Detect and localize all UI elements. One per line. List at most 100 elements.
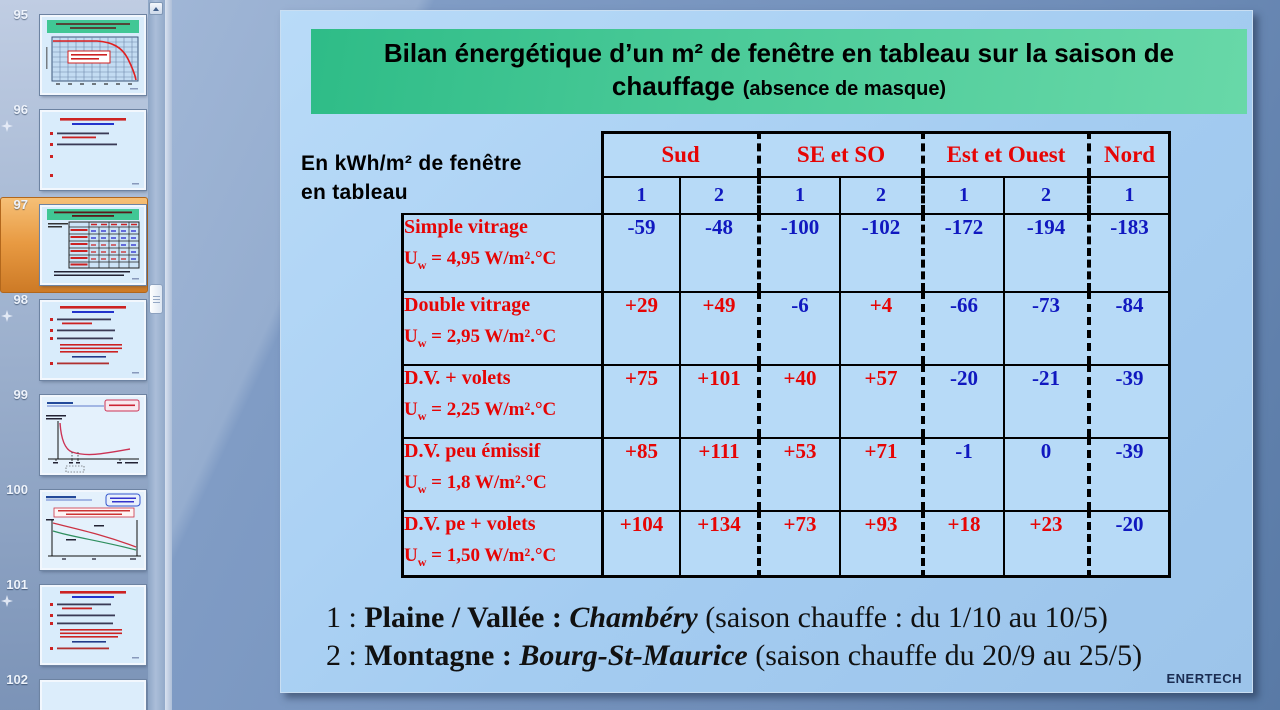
value-cell[interactable]: +85 <box>601 437 679 510</box>
thumbnail-art <box>47 209 140 280</box>
thumbnail-image[interactable] <box>40 395 146 475</box>
col-group-header[interactable]: Sud <box>601 131 757 176</box>
table-row: D.V. peu émissif Uw = 1,8 W/m².°C +85 +111 +… <box>401 437 1172 510</box>
value-cell[interactable]: +93 <box>839 510 921 578</box>
slide-number: 97 <box>13 197 28 212</box>
subcol-header[interactable]: 2 <box>679 176 757 213</box>
value-cell[interactable]: -66 <box>921 291 1003 364</box>
value-cell[interactable]: -20 <box>921 364 1003 437</box>
slide-title-suffix: (absence de masque) <box>742 78 947 100</box>
slide-title-line1: Bilan énergétique d’un m² de fenêtre en … <box>383 38 1175 68</box>
grip-icon <box>153 296 160 304</box>
energy-table[interactable]: Sud SE et SO Est et Ouest Nord 1 2 1 2 1 2 1 Simpl… <box>401 131 1172 578</box>
slide-number: 101 <box>6 577 28 592</box>
value-cell[interactable]: +134 <box>679 510 757 578</box>
thumbnail-art <box>50 306 139 374</box>
thumbnail-art <box>42 397 144 473</box>
value-cell[interactable]: -183 <box>1087 213 1172 291</box>
unit-label[interactable]: En kWh/m² de fenêtre en tableau <box>301 152 522 204</box>
value-cell[interactable]: -100 <box>757 213 839 291</box>
subcol-header[interactable]: 2 <box>1003 176 1088 213</box>
value-cell[interactable]: -59 <box>601 213 679 291</box>
value-cell[interactable]: -6 <box>757 291 839 364</box>
table-row: Double vitrage Uw = 2,95 W/m².°C +29 +49 -6 +… <box>401 291 1172 364</box>
slide-thumbnail-95[interactable]: 95 <box>0 7 148 103</box>
slide-number: 99 <box>13 387 28 402</box>
value-cell[interactable]: -39 <box>1087 364 1172 437</box>
value-cell[interactable]: +73 <box>757 510 839 578</box>
animation-star-icon[interactable] <box>1 309 13 322</box>
pane-splitter[interactable] <box>165 0 172 710</box>
subcol-header[interactable]: 1 <box>921 176 1003 213</box>
slide-thumbnail-97[interactable]: 97 <box>0 197 148 293</box>
scrollbar-up-button[interactable] <box>149 2 163 15</box>
slide-thumbnail-102[interactable]: 102 <box>0 672 148 710</box>
table-row: D.V. + volets Uw = 2,25 W/m².°C +75 +101 +40… <box>401 364 1172 437</box>
value-cell[interactable]: -102 <box>839 213 921 291</box>
thumbnail-image[interactable] <box>40 110 146 190</box>
value-cell[interactable]: +40 <box>757 364 839 437</box>
subcol-header[interactable]: 2 <box>839 176 921 213</box>
slide-thumbnail-96[interactable]: 96 <box>0 102 148 198</box>
value-cell[interactable]: +18 <box>921 510 1003 578</box>
slide-title-banner[interactable]: Bilan énergétique d’un m² de fenêtre en … <box>311 29 1247 114</box>
footnote-line: 1 : Plaine / Vallée : Chambéry (saison c… <box>326 601 1108 634</box>
value-cell[interactable]: -172 <box>921 213 1003 291</box>
thumbnail-image[interactable] <box>40 490 146 570</box>
value-cell[interactable]: +53 <box>757 437 839 510</box>
row-label[interactable]: D.V. pe + volets Uw = 1,50 W/m².°C <box>401 510 601 578</box>
row-label[interactable]: Double vitrage Uw = 2,95 W/m².°C <box>401 291 601 364</box>
animation-star-icon[interactable] <box>1 594 13 607</box>
value-cell[interactable]: +75 <box>601 364 679 437</box>
thumbnail-image[interactable] <box>40 205 146 285</box>
slide-number: 102 <box>6 672 28 687</box>
value-cell[interactable]: -48 <box>679 213 757 291</box>
row-label[interactable]: D.V. + volets Uw = 2,25 W/m².°C <box>401 364 601 437</box>
thumbnail-image[interactable] <box>40 680 146 710</box>
col-group-header[interactable]: Est et Ouest <box>921 131 1088 176</box>
value-cell[interactable]: -1 <box>921 437 1003 510</box>
slide-thumbnail-101[interactable]: 101 <box>0 577 148 673</box>
slide-thumbnail-98[interactable]: 98 <box>0 292 148 388</box>
subcol-header[interactable]: 1 <box>757 176 839 213</box>
slide-thumbnail-pane: 95 96 97 98 99 <box>0 0 148 710</box>
thumbnail-image[interactable] <box>40 585 146 665</box>
value-cell[interactable]: -20 <box>1087 510 1172 578</box>
row-label[interactable]: D.V. peu émissif Uw = 1,8 W/m².°C <box>401 437 601 510</box>
thumbnail-scrollbar[interactable] <box>148 0 165 710</box>
footnotes[interactable]: 1 : Plaine / Vallée : Chambéry (saison c… <box>326 599 1142 675</box>
scrollbar-thumb[interactable] <box>149 284 163 314</box>
subcol-header[interactable]: 1 <box>1087 176 1172 213</box>
value-cell[interactable]: -21 <box>1003 364 1088 437</box>
thumbnail-image[interactable] <box>40 15 146 95</box>
value-cell[interactable]: +23 <box>1003 510 1088 578</box>
animation-star-icon[interactable] <box>1 119 13 132</box>
thumbnail-image[interactable] <box>40 300 146 380</box>
row-label[interactable]: Simple vitrage Uw = 4,95 W/m².°C <box>401 213 601 291</box>
value-cell[interactable]: +4 <box>839 291 921 364</box>
slide-thumbnail-100[interactable]: 100 <box>0 482 148 578</box>
current-slide-canvas[interactable]: Bilan énergétique d’un m² de fenêtre en … <box>280 10 1253 693</box>
value-cell[interactable]: +71 <box>839 437 921 510</box>
value-cell[interactable]: +101 <box>679 364 757 437</box>
value-cell[interactable]: -194 <box>1003 213 1088 291</box>
value-cell[interactable]: +104 <box>601 510 679 578</box>
slide-number: 100 <box>6 482 28 497</box>
col-group-header[interactable]: SE et SO <box>757 131 921 176</box>
slide-thumbnail-99[interactable]: 99 <box>0 387 148 483</box>
value-cell[interactable]: -84 <box>1087 291 1172 364</box>
col-group-header[interactable]: Nord <box>1087 131 1172 176</box>
arrow-up-icon <box>153 7 159 11</box>
slide-number: 96 <box>13 102 28 117</box>
subcol-header[interactable]: 1 <box>601 176 679 213</box>
thumbnail-art <box>50 118 139 185</box>
value-cell[interactable]: +49 <box>679 291 757 364</box>
value-cell[interactable]: +29 <box>601 291 679 364</box>
value-cell[interactable]: -39 <box>1087 437 1172 510</box>
table-corner-spacer <box>401 131 601 213</box>
value-cell[interactable]: +57 <box>839 364 921 437</box>
slide-number: 95 <box>13 7 28 22</box>
value-cell[interactable]: +111 <box>679 437 757 510</box>
value-cell[interactable]: 0 <box>1003 437 1088 510</box>
value-cell[interactable]: -73 <box>1003 291 1088 364</box>
